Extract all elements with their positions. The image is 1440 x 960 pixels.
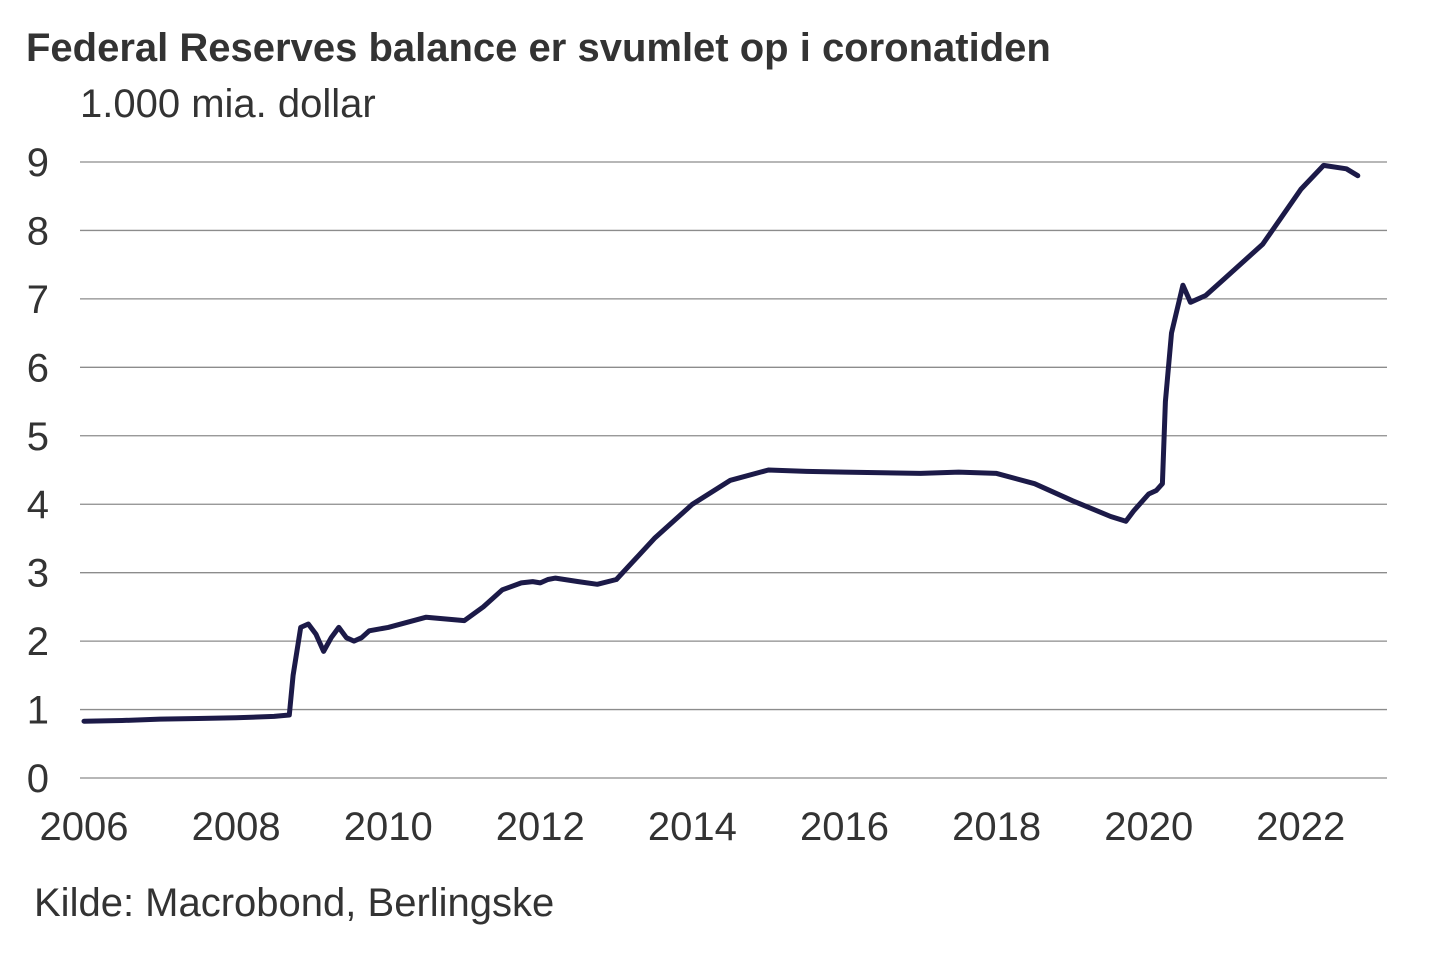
x-axis-ticks: 2006 2008 2010 2012 2014 2016 2018 2020 2022 bbox=[40, 805, 1346, 849]
y-tick-label-8: 8 bbox=[27, 209, 49, 253]
x-tick-label-2012: 2012 bbox=[496, 805, 585, 849]
x-tick-label-2020: 2020 bbox=[1104, 805, 1193, 849]
x-tick-label-2016: 2016 bbox=[800, 805, 889, 849]
chart-title: Federal Reserves balance er svumlet op i… bbox=[26, 26, 1051, 70]
x-tick-label-2022: 2022 bbox=[1256, 805, 1345, 849]
x-tick-label-2010: 2010 bbox=[344, 805, 433, 849]
y-tick-label-6: 6 bbox=[27, 346, 49, 390]
x-tick-label-2014: 2014 bbox=[648, 805, 737, 849]
y-tick-label-0: 0 bbox=[27, 757, 49, 801]
y-tick-label-7: 7 bbox=[27, 278, 49, 322]
x-tick-label-2018: 2018 bbox=[952, 805, 1041, 849]
y-axis-ticks: 0 1 2 3 4 5 6 7 8 9 bbox=[27, 141, 49, 801]
y-axis-unit-label: 1.000 mia. dollar bbox=[80, 82, 376, 126]
y-tick-label-4: 4 bbox=[27, 483, 49, 527]
x-tick-label-2006: 2006 bbox=[40, 805, 129, 849]
series-line-1 bbox=[81, 162, 1361, 724]
x-tick-label-2008: 2008 bbox=[192, 805, 281, 849]
y-tick-label-3: 3 bbox=[27, 552, 49, 596]
series-group bbox=[81, 162, 1361, 724]
y-tick-label-2: 2 bbox=[27, 620, 49, 664]
y-tick-label-5: 5 bbox=[27, 415, 49, 459]
y-tick-label-1: 1 bbox=[27, 689, 49, 733]
gridlines bbox=[80, 161, 1387, 779]
y-tick-label-9: 9 bbox=[27, 141, 49, 185]
source-note: Kilde: Macrobond, Berlingske bbox=[34, 881, 554, 925]
